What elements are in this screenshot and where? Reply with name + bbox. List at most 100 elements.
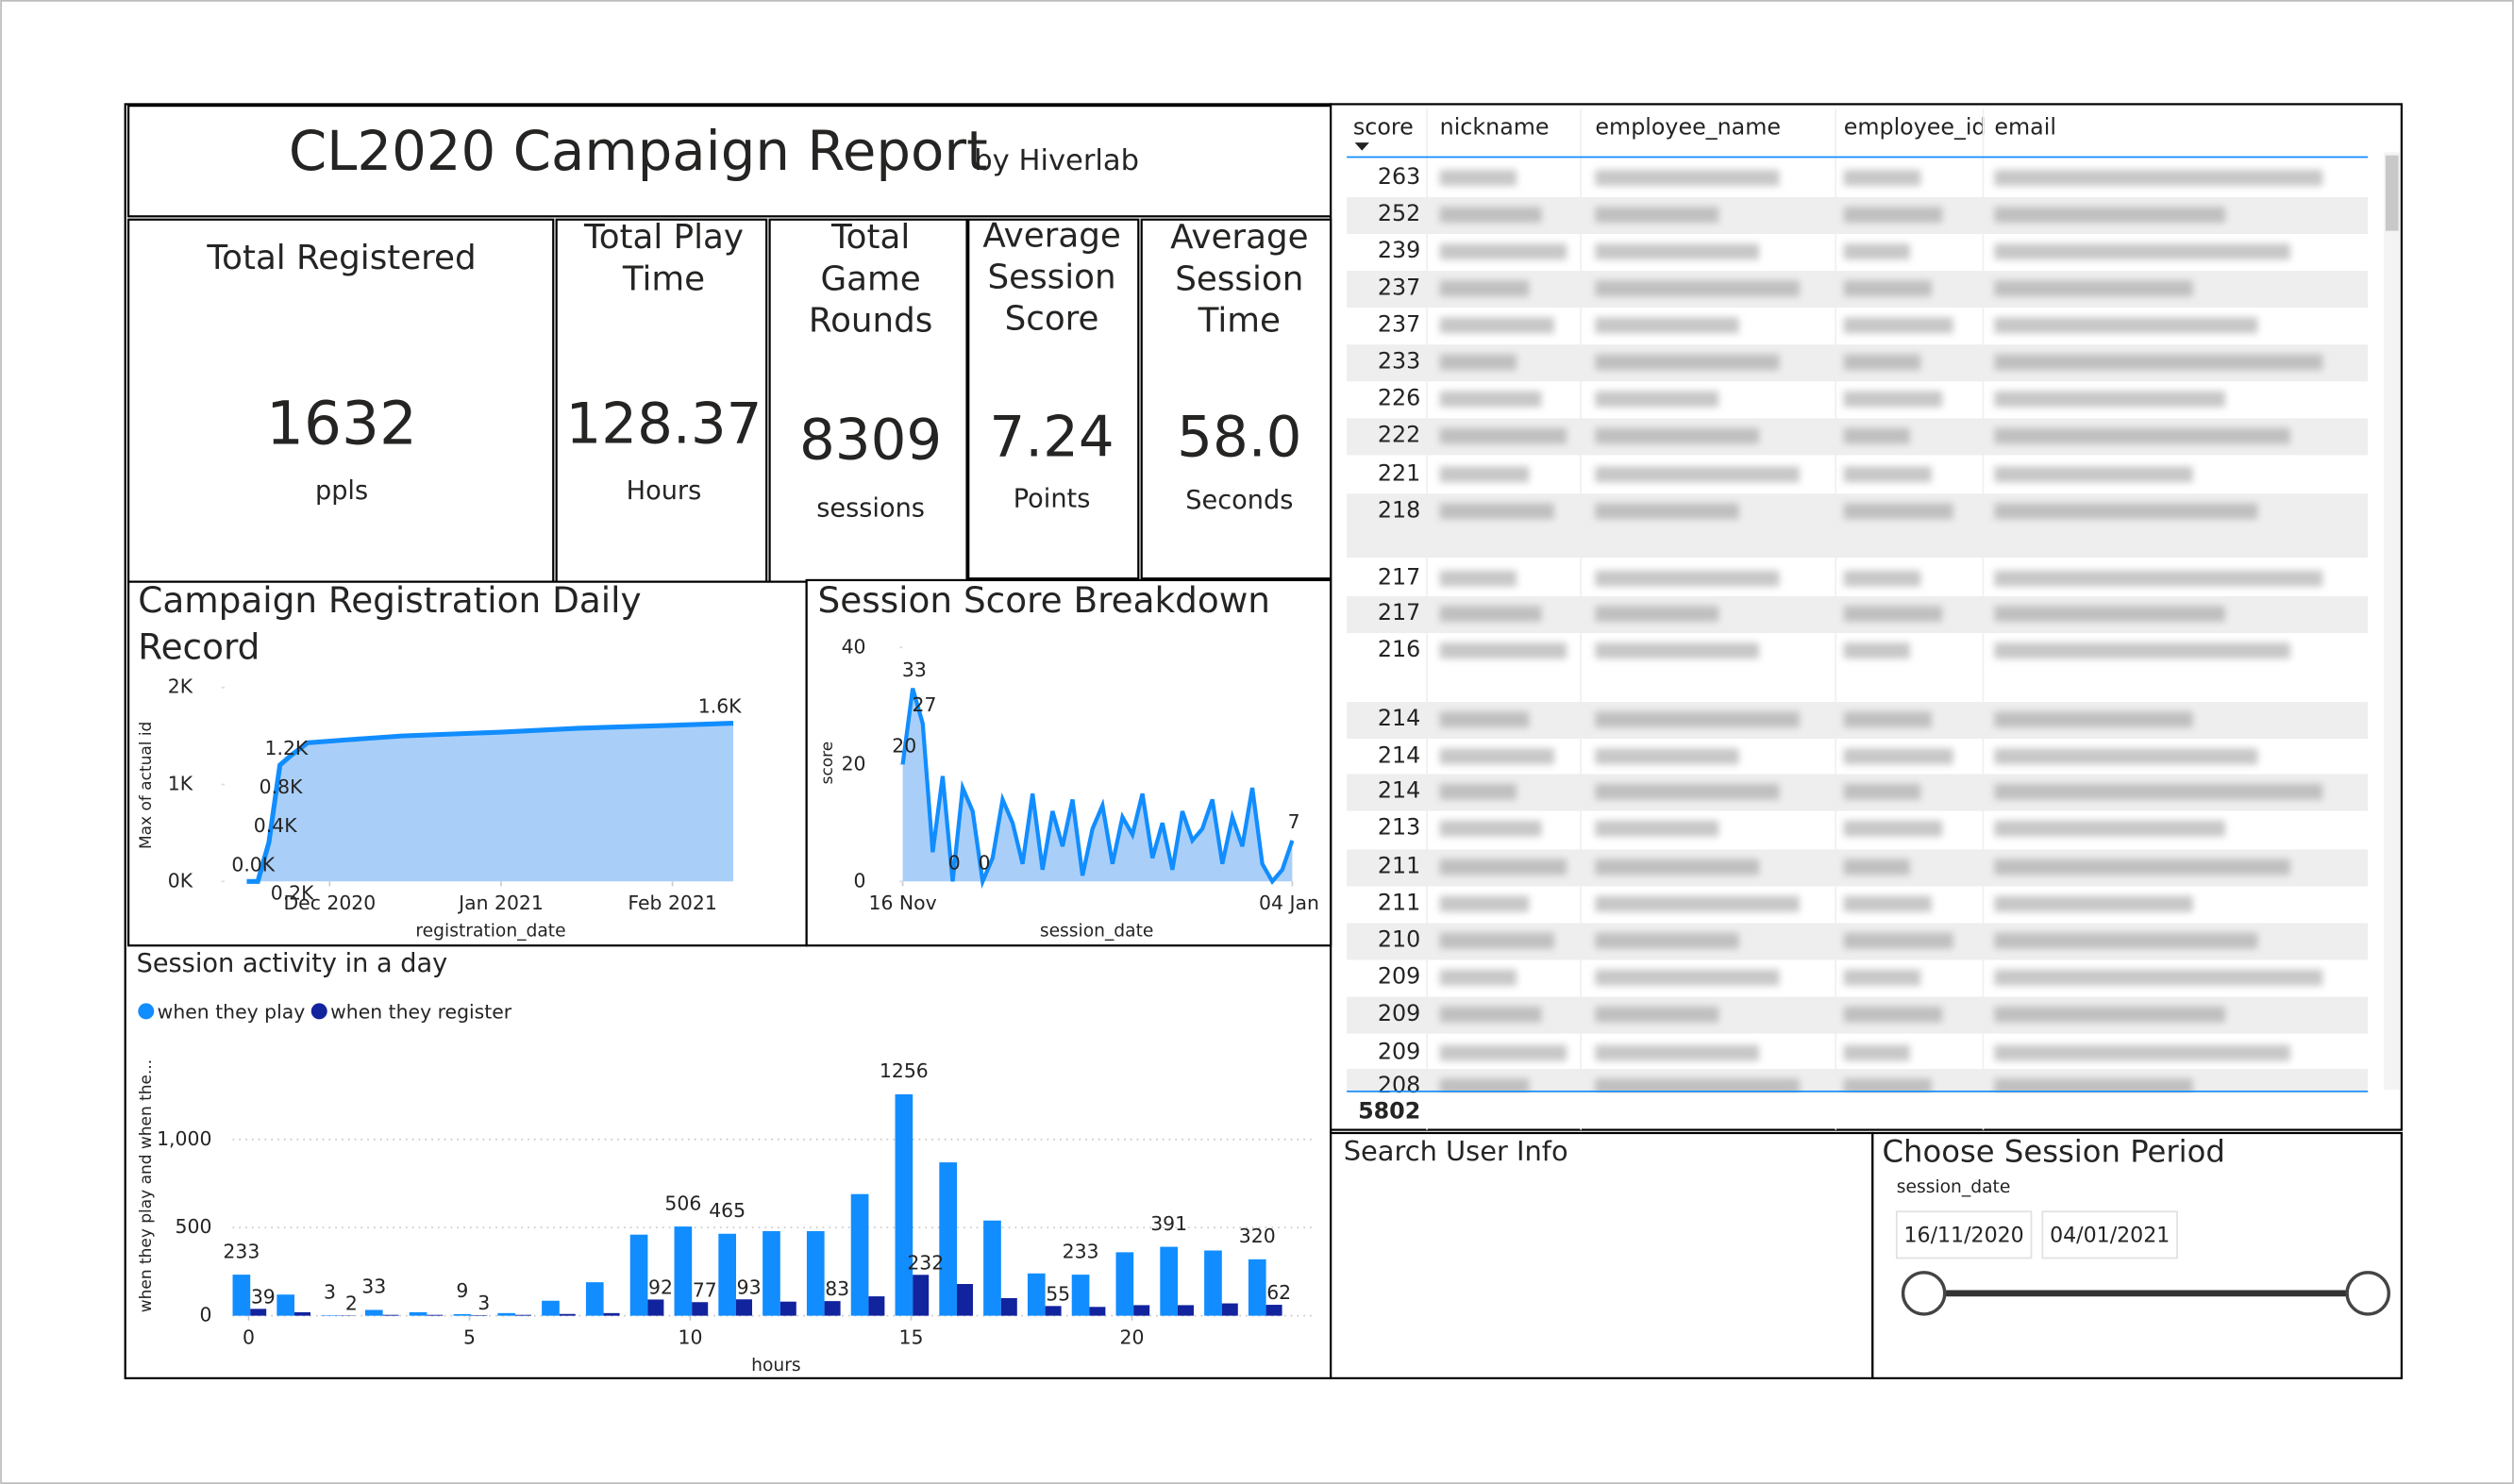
column-header[interactable]: employee_id [1844,113,1986,140]
end-date[interactable]: 04/01/2021 [2050,1224,2170,1247]
x-tick-label: 5 [463,1326,476,1348]
x-tick-label: Jan 2021 [457,892,544,914]
bar [277,1294,295,1316]
x-tick-label: 10 [679,1326,703,1348]
data-label: 1256 [880,1059,929,1082]
bar [763,1230,780,1316]
blurred-cell [1439,783,1517,800]
data-label: 232 [907,1251,944,1274]
score-cell: 209 [1378,1000,1420,1026]
data-label: 9 [456,1279,468,1302]
scroll-thumb[interactable] [2385,155,2399,231]
blurred-cell [1994,1006,2226,1023]
blurred-cell [1843,820,1943,837]
score-cell: 213 [1378,814,1420,841]
blurred-cell [1994,748,2258,765]
bar [250,1309,267,1316]
blurred-cell [1595,783,1780,800]
bar [1265,1305,1282,1316]
x-tick-label: 04 Jan [1259,892,1319,914]
y-tick-label: 500 [176,1215,212,1238]
bar [674,1226,693,1316]
score-cell: 210 [1378,926,1420,953]
report-title: CL2020 Campaign Report [289,119,988,183]
data-label: 33 [902,659,927,681]
bar [1071,1275,1090,1316]
blurred-cell [1439,503,1554,520]
kpi-unit: sessions [816,494,925,524]
x-axis-label: registration_date [415,921,565,941]
blurred-cell [1843,503,1953,520]
bar [692,1302,709,1316]
data-label: 3 [324,1280,336,1303]
blurred-cell [1595,391,1719,408]
bar [718,1233,737,1316]
data-label: 20 [892,735,916,758]
blurred-cell [1994,207,2226,224]
data-label: 92 [648,1276,673,1299]
area [246,723,734,882]
blurred-cell [1994,606,2226,623]
blurred-cell [1595,427,1760,444]
data-label: 62 [1266,1281,1291,1304]
blurred-cell [1843,170,1921,187]
kpi-title: Average [1170,218,1308,257]
blurred-cell [1595,642,1760,659]
blurred-cell [1843,427,1910,444]
column-header[interactable]: nickname [1440,113,1550,140]
kpi-title: Game [821,259,921,298]
score-cell: 263 [1378,163,1420,190]
data-label: 39 [251,1285,276,1308]
start-date[interactable]: 16/11/2020 [1903,1224,2023,1247]
column-header[interactable]: employee_name [1595,113,1781,140]
end-date-box[interactable] [2041,1210,2178,1259]
kpi-title: Session [1175,259,1303,298]
blurred-cell [1843,606,1943,623]
bar [1089,1307,1106,1316]
start-date-box[interactable] [1895,1210,2033,1259]
x-tick-label: 16 Nov [869,892,937,914]
bar [1177,1305,1194,1316]
kpi-unit: Seconds [1185,486,1293,515]
blurred-cell [1994,317,2258,334]
kpi-title: Time [622,259,705,298]
kpi-value: 58.0 [1177,405,1301,470]
kpi-card [768,218,968,583]
bar [294,1311,311,1316]
score-cell: 237 [1378,274,1420,300]
blurred-cell [1843,354,1921,371]
legend-label[interactable]: when they play [158,1001,306,1024]
score-cell: 209 [1378,963,1420,990]
data-label: 3 [478,1292,490,1314]
data-label: 2 [345,1292,358,1314]
score-cell: 214 [1378,705,1420,731]
bar [779,1301,796,1316]
legend-label[interactable]: when they register [330,1001,512,1024]
blurred-cell [1843,280,1932,297]
blurred-cell [1994,570,2323,587]
bar [1133,1305,1150,1316]
scrollbar[interactable] [2384,152,2401,1091]
blurred-cell [1843,1044,1910,1061]
blurred-cell [1439,1044,1567,1061]
y-axis-label: when they play and when the... [137,1059,156,1312]
bar [542,1300,560,1316]
blurred-cell [1595,170,1780,187]
bar [364,1309,383,1316]
bar [939,1162,958,1316]
bar [515,1314,531,1316]
blurred-cell [1595,932,1739,949]
kpi-title: Total Play [583,218,744,257]
legend-marker [138,1003,155,1020]
y-tick-label: 20 [842,752,866,775]
slider-end-handle[interactable] [2345,1271,2390,1316]
bar [647,1299,664,1316]
slider-start-handle[interactable] [1901,1271,1947,1316]
kpi-title: Average [982,216,1120,255]
column-header[interactable]: score [1353,113,1414,140]
column-header[interactable]: email [1994,113,2056,140]
blurred-cell [1595,503,1739,520]
bar [559,1313,576,1316]
chart-title: Session Score Breakdown [818,579,1270,621]
blurred-cell [1439,317,1554,334]
